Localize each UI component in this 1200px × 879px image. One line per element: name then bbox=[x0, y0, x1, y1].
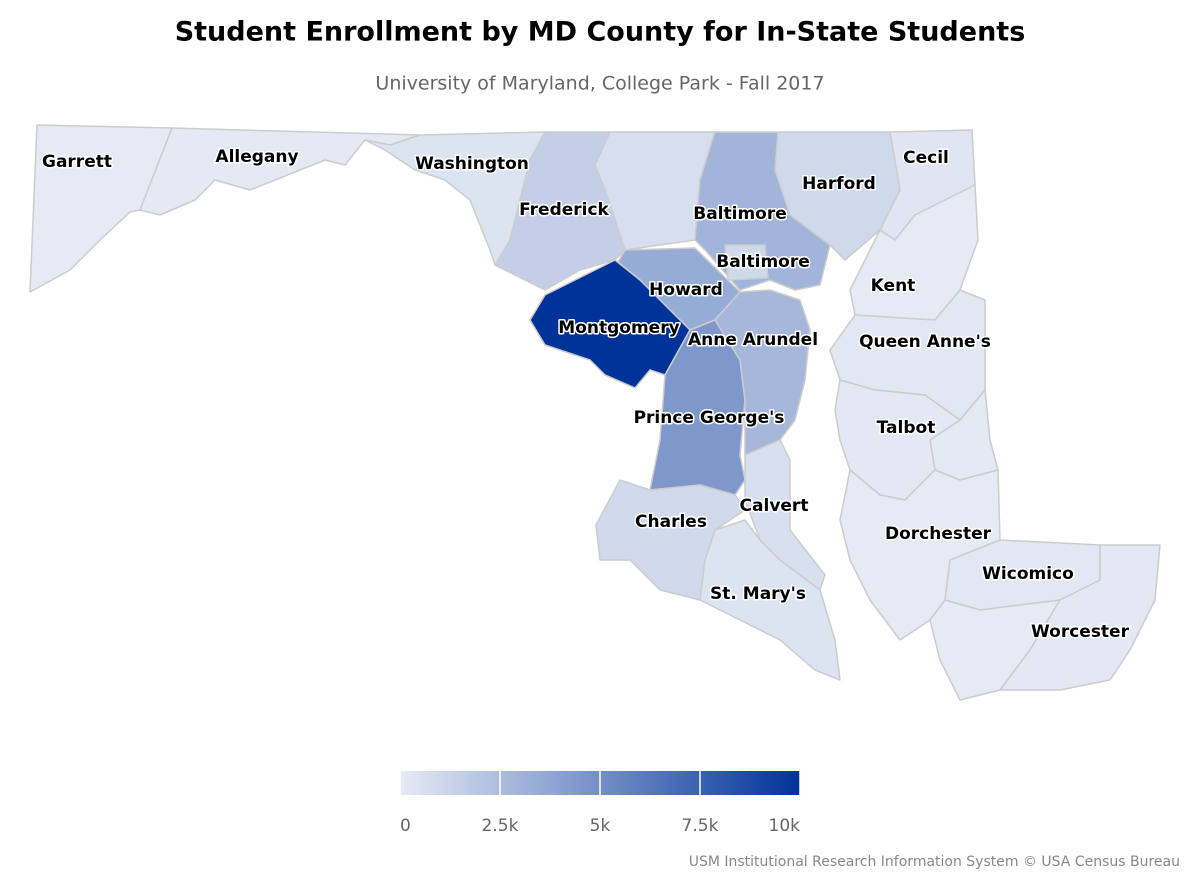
map-regions bbox=[29, 124, 1161, 701]
region-label: Calvert bbox=[740, 496, 809, 516]
county bbox=[699, 519, 841, 681]
legend-tick-label: 5k bbox=[590, 816, 611, 836]
color-legend: 0 2.5k 5k 7.5k 10k bbox=[399, 771, 801, 836]
legend-tick-label: 2.5k bbox=[482, 816, 519, 836]
region-label: Washington bbox=[415, 154, 529, 174]
map-labels: Garrett Allegany Washington Frederick Ba… bbox=[41, 146, 1132, 644]
legend-tick-label: 10k bbox=[769, 816, 801, 836]
region-label: Baltimore bbox=[693, 204, 787, 224]
region-label: Cecil bbox=[903, 148, 949, 168]
region-label: Kent bbox=[871, 276, 916, 296]
region-label: Queen Anne's bbox=[859, 332, 991, 352]
region-label: Garrett bbox=[42, 152, 112, 172]
region-label: Wicomico bbox=[982, 564, 1074, 584]
legend-tick-label: 0 bbox=[400, 816, 411, 836]
county bbox=[529, 259, 691, 389]
chart-title: Student Enrollment by MD County for In-S… bbox=[175, 17, 1026, 48]
credits: USM Institutional Research Information S… bbox=[689, 854, 1180, 870]
region-label: Howard bbox=[649, 280, 723, 300]
county bbox=[724, 244, 769, 281]
region-label: St. Mary's bbox=[710, 584, 806, 604]
region-label: Montgomery bbox=[558, 318, 679, 338]
region-label: Prince George's bbox=[634, 408, 785, 428]
region-label: Charles bbox=[635, 512, 707, 532]
region-label: Baltimore bbox=[716, 252, 810, 272]
county bbox=[714, 289, 811, 456]
legend-tick-label: 7.5k bbox=[682, 816, 719, 836]
region-label: Anne Arundel bbox=[688, 330, 818, 350]
region-label: Allegany bbox=[215, 147, 298, 167]
region-label: Worcester bbox=[1031, 622, 1130, 642]
region-label: Dorchester bbox=[885, 524, 992, 544]
county bbox=[999, 544, 1161, 691]
chart-subtitle: University of Maryland, College Park - F… bbox=[375, 73, 824, 95]
region-label: Frederick bbox=[519, 200, 609, 220]
county bbox=[139, 127, 421, 216]
region-label: Harford bbox=[802, 174, 876, 194]
region-label: Talbot bbox=[877, 418, 936, 438]
